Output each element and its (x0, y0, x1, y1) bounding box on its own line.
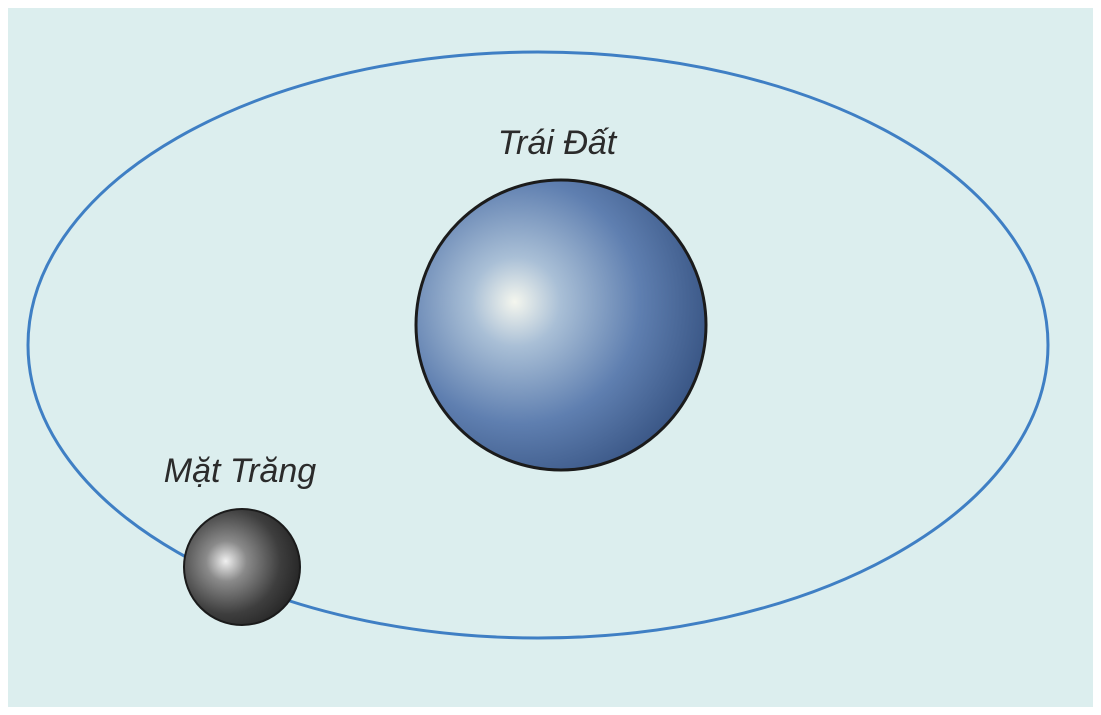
moon-label: Mặt Trăng (164, 452, 317, 490)
diagram: Trái Đất Mặt Trăng (0, 0, 1101, 715)
moon (184, 509, 300, 625)
earth-label: Trái Đất (498, 124, 618, 162)
page: Trái Đất Mặt Trăng (() => { const data =… (0, 0, 1101, 715)
earth (416, 180, 706, 470)
